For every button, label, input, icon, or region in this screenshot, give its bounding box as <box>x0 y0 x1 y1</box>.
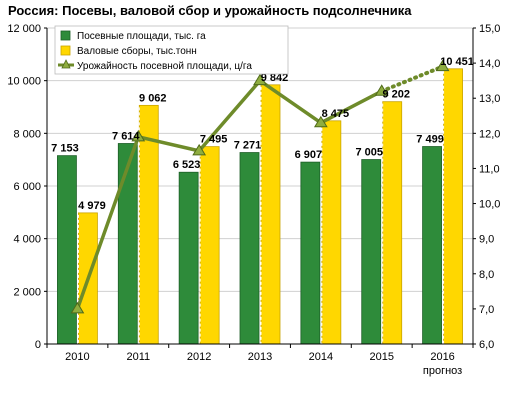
chart-title: Россия: Посевы, валовой сбор и урожайнос… <box>8 3 412 18</box>
yield-line-actual <box>75 78 383 310</box>
legend-label-yield: Урожайность посевной площади, ц/га <box>77 61 252 72</box>
x-tick-label: 2010 <box>65 351 89 363</box>
bar-gross-harvest <box>260 84 281 345</box>
data-label-sown-area: 7 153 <box>51 143 79 155</box>
x-tick-sublabel: прогноз <box>423 365 462 377</box>
x-tick-label: 2015 <box>369 351 393 363</box>
y-tick-label: 0 <box>35 339 41 351</box>
y2-tick-label: 6,0 <box>479 339 494 351</box>
data-label-sown-area: 7 005 <box>355 147 383 159</box>
bar-gross-harvest <box>382 101 403 345</box>
legend-swatch-yield-marker <box>61 59 71 69</box>
y2-tick-label: 7,0 <box>479 304 494 316</box>
yield-point <box>131 129 146 142</box>
y-tick-label: 4 000 <box>13 234 41 246</box>
data-label-sown-area: 6 907 <box>295 149 323 161</box>
bars <box>57 68 463 345</box>
data-label-gross-harvest: 9 202 <box>382 89 410 101</box>
data-label-gross-harvest: 4 979 <box>78 200 106 212</box>
legend-swatch-sown-area <box>60 30 71 41</box>
y-tick-label: 10 000 <box>7 76 41 88</box>
y2-tick-label: 14,0 <box>479 58 500 70</box>
x-tick-label: 2012 <box>187 351 211 363</box>
data-label-sown-area: 6 523 <box>173 159 201 171</box>
data-label-sown-area: 7 271 <box>234 140 262 152</box>
y-tick-label: 2 000 <box>13 286 41 298</box>
bar-sown-area <box>422 146 442 345</box>
bar-sown-area <box>300 161 321 345</box>
yield-point <box>253 73 267 86</box>
y2-tick-label: 10,0 <box>479 199 500 211</box>
bar-sown-area <box>239 152 260 345</box>
yield-point <box>374 84 389 96</box>
data-label-sown-area: 7 499 <box>416 134 444 146</box>
y-tick-label: 6 000 <box>13 181 41 193</box>
x-tick-label: 2014 <box>309 351 333 363</box>
y-tick-label: 8 000 <box>13 128 41 140</box>
y2-tick-label: 15,0 <box>479 23 500 35</box>
legend-swatch-gross-harvest <box>60 45 71 56</box>
data-label-gross-harvest: 8 475 <box>322 108 350 120</box>
y2-tick-label: 13,0 <box>479 93 500 105</box>
bar-sown-area <box>178 171 199 345</box>
data-label-gross-harvest: 7 495 <box>200 134 228 146</box>
data-label-gross-harvest: 10 451 <box>440 56 474 68</box>
bar-gross-harvest <box>321 120 342 345</box>
y2-tick-label: 12,0 <box>479 128 500 140</box>
x-tick-label: 2011 <box>126 351 150 363</box>
yield-point <box>70 301 85 314</box>
bar-gross-harvest <box>443 68 463 345</box>
y2-tick-label: 9,0 <box>479 234 494 246</box>
yield-point <box>192 143 207 156</box>
legend: Посевные площади, тыс. га Валовые сборы, … <box>54 25 289 75</box>
x-tick-label: 2016 <box>430 351 454 363</box>
yield-line <box>70 59 450 314</box>
legend-box <box>54 25 289 75</box>
legend-label-sown-area: Посевные площади, тыс. га <box>77 31 206 42</box>
y2-tick-label: 8,0 <box>479 269 494 281</box>
y2-tick-label: 11,0 <box>479 163 500 175</box>
x-tick-label: 2013 <box>248 351 272 363</box>
yield-point <box>313 115 328 128</box>
bar-sown-area <box>57 155 77 345</box>
data-label-gross-harvest: 9 842 <box>261 72 289 84</box>
data-labels: 7 153 4 979 7 614 9 062 6 523 7 495 7 271 9 842… <box>51 56 474 212</box>
y-tick-label: 12 000 <box>7 23 41 35</box>
bar-sown-area <box>117 143 138 345</box>
bar-gross-harvest <box>199 146 220 345</box>
yield-point <box>435 59 450 72</box>
bar-sown-area <box>361 159 382 345</box>
data-label-sown-area: 7 614 <box>112 130 140 142</box>
yield-line-forecast <box>379 64 445 94</box>
data-label-gross-harvest: 9 062 <box>139 92 167 104</box>
legend-label-gross-harvest: Валовые сборы, тыс.тонн <box>77 45 197 57</box>
axes: 0 2 000 4 000 6 000 8 000 10 000 12 000 6,0 7,0 8… <box>7 23 500 377</box>
